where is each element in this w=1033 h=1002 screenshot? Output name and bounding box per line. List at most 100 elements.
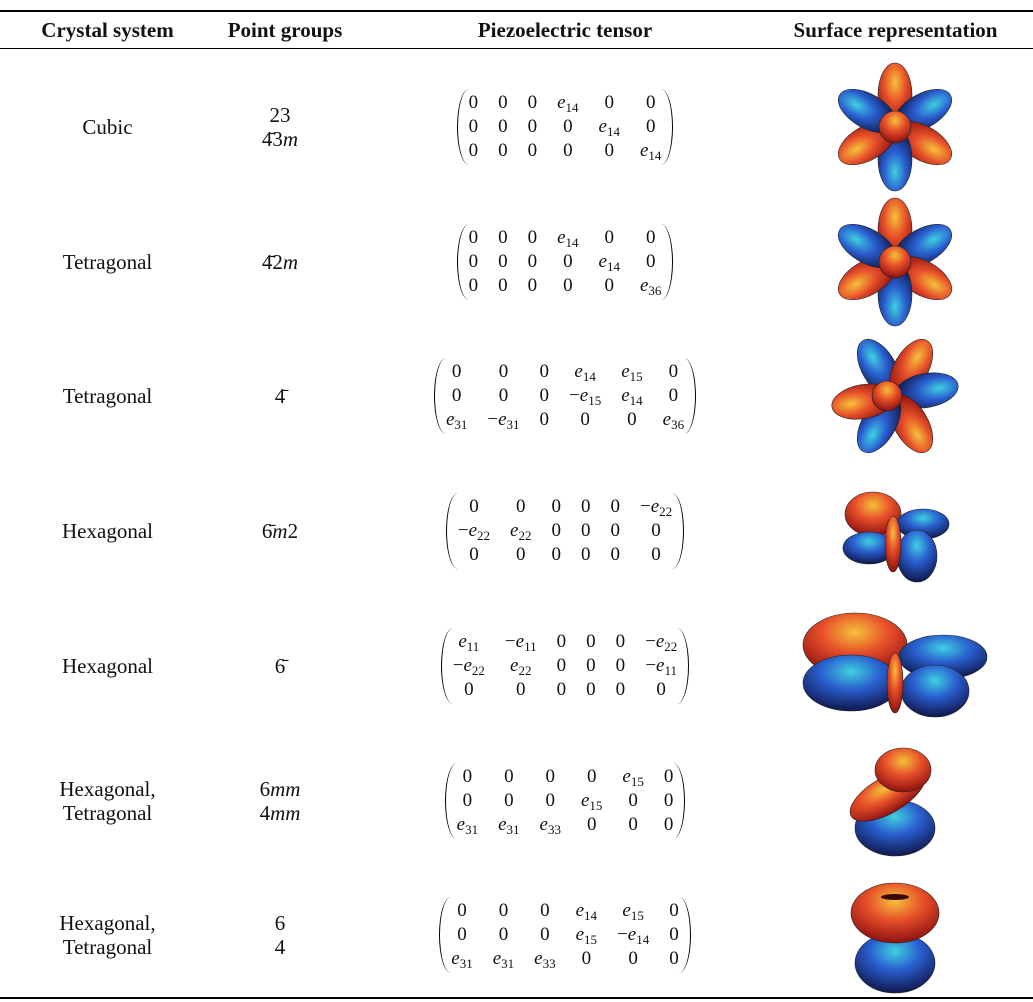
point-groups-cell: 6mm 4mm	[205, 734, 355, 868]
tensor-entry: 0	[656, 678, 666, 700]
tensor-entry: −e15	[569, 385, 602, 409]
tensor-entry: 0	[669, 900, 679, 922]
tensor-cell: e11 −e11 0 0 0 −e22 −e22 e22 0 0 0 −e11 0 0 0 0 0 0	[365, 599, 765, 733]
tensor-matrix: 0 0 0 e14 0 0 0 0 0 0 e14 0 0 0 0 0 0 e14	[456, 89, 674, 165]
tensor-entry: −e22	[457, 520, 491, 544]
tensor-entry: e31	[498, 813, 520, 837]
tensor-entry: 0	[610, 520, 620, 542]
tensor-entry: 0	[498, 385, 509, 407]
tensor-entry: 0	[498, 361, 509, 383]
tensor-entry: 0	[498, 92, 508, 113]
tensor-entry: e14	[598, 116, 620, 139]
tensor-entry: 0	[527, 92, 538, 113]
header: Piezoelectric tensor	[477, 18, 653, 42]
tensor-entry: e14	[598, 250, 620, 274]
tensor-entry: 0	[586, 630, 596, 652]
crystal-system-cell: Tetragonal	[0, 329, 215, 463]
tensor-cell: 0 0 0 e14 e15 0 0 0 0 e15 −e14 0 e31 e31 e33 0 0 0	[365, 868, 765, 1002]
tensor-cell: 0 0 0 0 e15 0 0 0 0 e15 0 0 e31 e31 e33 0 0 0	[365, 734, 765, 868]
tensor-entry: 0	[464, 678, 474, 700]
point-group: 4mm	[259, 800, 301, 825]
point-groups-cell: 4̄	[205, 329, 355, 463]
point-group: 6mm	[259, 776, 301, 801]
tensor-entry: 0	[516, 496, 526, 518]
tensor-entry: 0	[504, 789, 514, 811]
tensor-entry: −e14	[617, 924, 650, 948]
tensor-entry: 0	[663, 789, 674, 811]
tensor-entry: 0	[539, 385, 550, 407]
tensor-entry: 0	[556, 654, 567, 676]
tensor-entry: 0	[586, 765, 597, 787]
tensor-matrix: 0 0 0 0 e15 0 0 0 0 e15 0 0 e31 e31 e33 0 0 0	[444, 762, 686, 839]
point-group: 23	[269, 103, 291, 127]
surface	[842, 491, 950, 583]
tensor-entry: −e31	[487, 409, 520, 433]
tensor-cell: 0 0 0 e14 0 0 0 0 0 0 e14 0 0 0 0 0 0 e14	[365, 60, 765, 194]
tensor-entry: 0	[604, 226, 615, 248]
surface	[849, 747, 936, 857]
tensor-entry: 0	[663, 813, 674, 835]
tensor-entry: 0	[527, 274, 538, 296]
tensor-entry: 0	[615, 678, 626, 700]
bottom-rule	[0, 997, 1033, 999]
table-row: Tetragonal 4̄ 0 0 0 e14 e15 0 0 0 0 −e15 e14 0 e31 −e31…	[0, 329, 1033, 463]
tensor-entry: 0	[563, 274, 573, 296]
tensor-entry: 0	[451, 361, 462, 383]
tensor-matrix: 0 0 0 e14 0 0 0 0 0 0 e14 0 0 0 0 0 0 e36	[456, 223, 674, 300]
tensor-entry: 0	[645, 92, 656, 113]
point-groups-cell: 23 4̄3m	[205, 60, 355, 194]
tensor-entry: 0	[651, 520, 661, 542]
tensor-cell: 0 0 0 0 0 −e22 −e22 e22 0 0 0 0 0 0 0 0 0 0	[365, 464, 765, 598]
tensor-entry: 0	[498, 900, 509, 922]
tensor-entry: 0	[628, 948, 638, 970]
table-row: Hexagonal, Tetragonal 6mm 4mm 0 0 0 0 e15 0 0 0 0 e15…	[0, 734, 1033, 868]
crystal-system: Hexagonal,	[59, 911, 156, 936]
tensor-entry: 0	[457, 924, 467, 946]
surface	[828, 331, 962, 461]
tensor-entry: 0	[580, 520, 591, 542]
point-groups-cell: 6̄m2	[205, 464, 355, 598]
tensor-entry: e14	[557, 92, 579, 115]
tensor-entry: 0	[663, 765, 674, 787]
tensor-entry: 0	[462, 789, 473, 811]
tensor-entry: 0	[498, 226, 508, 248]
tensor-entry: e36	[639, 274, 662, 298]
tensor-entry: −e11	[645, 654, 678, 678]
tensor-entry: 0	[551, 496, 561, 518]
tensor-entry: e11	[458, 630, 480, 654]
tensor-entry: 0	[504, 765, 514, 787]
tensor-entry: e14	[639, 140, 662, 163]
tensor-entry: 0	[540, 924, 550, 946]
tensor-entry: 0	[610, 496, 620, 518]
tensor-entry: 0	[604, 274, 615, 296]
crystal-system: Hexagonal,	[59, 776, 156, 801]
tensor-matrix: 0 0 0 e14 e15 0 0 0 0 −e15 e14 0 e31 −e31 0 0 0 e36	[433, 358, 697, 435]
tensor-matrix: 0 0 0 e14 e15 0 0 0 0 e15 −e14 0 e31 e31 e33 0 0 0	[439, 897, 692, 974]
tensor-entry: e33	[539, 813, 561, 837]
point-group: 6̄m2	[261, 519, 299, 544]
tensor-entry: e33	[534, 948, 556, 972]
surface	[850, 882, 940, 994]
tensor-entry: e31	[445, 409, 468, 433]
crystal-system: Tetragonal	[62, 249, 153, 274]
tensor-entry: 0	[468, 226, 479, 248]
tensor-matrix: e11 −e11 0 0 0 −e22 −e22 e22 0 0 0 −e11 0 0 0 0 0 0	[440, 627, 690, 704]
tensor-entry: 0	[563, 116, 573, 137]
top-rule	[0, 10, 1033, 12]
crystal-system: Tetragonal	[62, 384, 153, 409]
crystal-system-cell: Hexagonal	[0, 599, 215, 733]
header: Crystal system	[41, 18, 174, 42]
tensor-entry: 0	[462, 765, 473, 787]
tensor-entry: e31	[492, 948, 515, 972]
tensor-entry: 0	[645, 250, 656, 272]
tensor-entry: 0	[498, 250, 508, 272]
crystal-system: Hexagonal	[62, 519, 153, 544]
crystal-system-cell: Tetragonal	[0, 195, 215, 329]
point-group: 6	[274, 911, 286, 936]
tensor-entry: 0	[498, 924, 509, 946]
tensor-entry: 0	[669, 948, 679, 970]
surface	[830, 62, 960, 192]
surface	[830, 197, 960, 327]
